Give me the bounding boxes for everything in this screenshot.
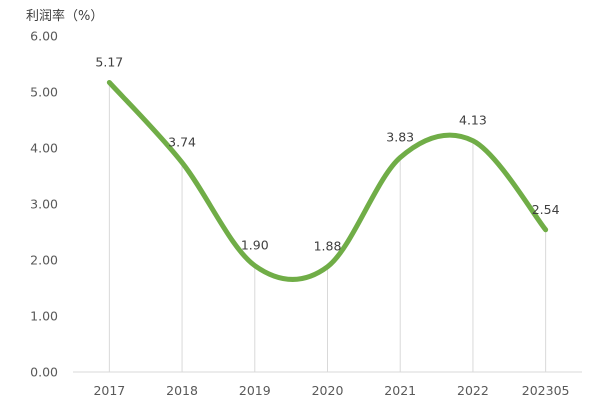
x-axis-ticks: 2017 2018 2019 2020 2021 2022 202305 — [93, 383, 569, 398]
x-tick-label: 2021 — [384, 383, 416, 398]
y-axis-title: 利润率（%） — [26, 8, 103, 24]
drop-lines — [108, 82, 547, 372]
y-tick-label: 0.00 — [30, 365, 58, 380]
y-tick-label: 6.00 — [30, 29, 58, 44]
y-tick-label: 5.00 — [30, 85, 58, 100]
y-tick-label: 3.00 — [30, 197, 58, 212]
series-line — [106, 79, 549, 282]
data-label: 3.74 — [168, 135, 196, 150]
x-tick-label: 2019 — [239, 383, 271, 398]
data-label: 5.17 — [95, 54, 123, 69]
x-tick-label: 2017 — [93, 383, 125, 398]
y-tick-label: 4.00 — [30, 141, 58, 156]
data-label: 3.83 — [386, 130, 414, 145]
x-tick-label: 2022 — [457, 383, 489, 398]
data-label: 4.13 — [459, 113, 487, 128]
y-tick-label: 1.00 — [30, 309, 58, 324]
data-label: 1.88 — [314, 239, 342, 254]
y-axis-ticks: 0.00 1.00 2.00 3.00 4.00 5.00 6.00 — [30, 29, 58, 380]
y-tick-label: 2.00 — [30, 253, 58, 268]
data-label: 1.90 — [241, 238, 269, 253]
x-tick-label: 2018 — [166, 383, 198, 398]
x-tick-label: 202305 — [522, 383, 570, 398]
data-labels: 5.17 3.74 1.90 1.88 3.83 4.13 2.54 — [95, 54, 559, 253]
x-tick-label: 2020 — [312, 383, 344, 398]
data-label: 2.54 — [532, 202, 560, 217]
